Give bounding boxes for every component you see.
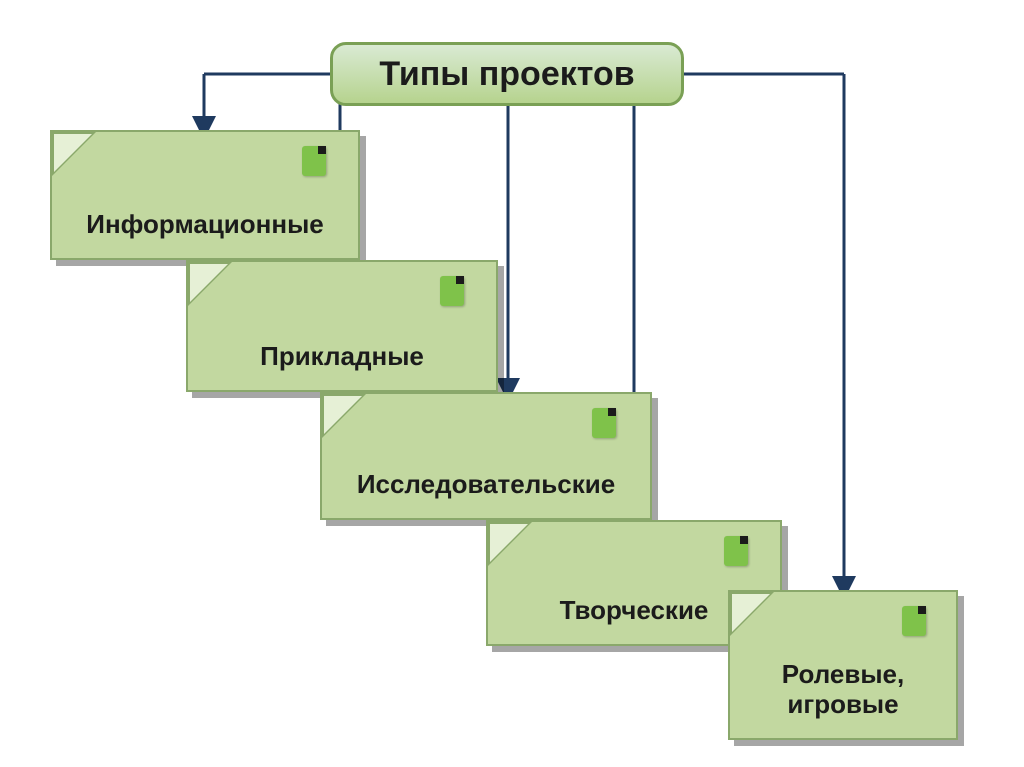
document-icon <box>302 146 326 176</box>
card-fold-fill <box>54 134 92 172</box>
card-label: Исследовательские <box>340 469 632 500</box>
card-label: Прикладные <box>206 341 478 372</box>
document-icon <box>724 536 748 566</box>
card-fold-fill <box>324 396 362 434</box>
card-fold-fill <box>732 594 770 632</box>
card-c3: Исследовательские <box>320 392 652 520</box>
card-c1: Информационные <box>50 130 360 260</box>
card-fold-fill <box>490 524 528 562</box>
card-fold-fill <box>190 264 228 302</box>
document-icon <box>592 408 616 438</box>
card-c2: Прикладные <box>186 260 498 392</box>
card-label: Информационные <box>70 209 340 240</box>
card-label: Ролевые,игровые <box>748 660 938 720</box>
card-c5: Ролевые,игровые <box>728 590 958 740</box>
diagram-stage: { "type": "flowchart", "canvas": { "widt… <box>0 0 1024 767</box>
document-icon <box>902 606 926 636</box>
document-icon <box>440 276 464 306</box>
title-text: Типы проектов <box>379 55 634 94</box>
card-label: Творческие <box>506 595 762 626</box>
title-box: Типы проектов <box>330 42 684 106</box>
